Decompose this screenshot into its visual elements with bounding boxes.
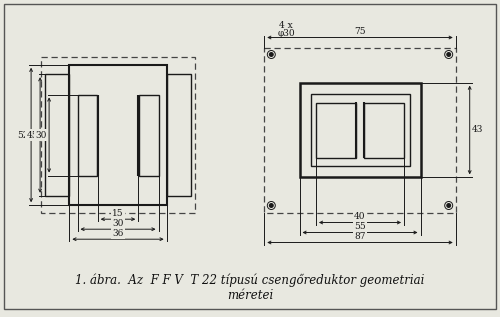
Text: 15: 15: [112, 209, 124, 218]
Text: φ30: φ30: [278, 29, 295, 38]
Text: 36: 36: [112, 229, 124, 238]
Text: 40: 40: [354, 212, 366, 221]
Bar: [310, 94, 410, 166]
Text: 87: 87: [354, 232, 366, 241]
Bar: [139, 94, 158, 176]
Text: 30: 30: [112, 219, 124, 228]
Text: 4 x: 4 x: [280, 21, 293, 30]
Bar: [70, 65, 166, 205]
Text: 55: 55: [354, 222, 366, 231]
Text: 1. ábra.  Az  F F V  T 22 típusú csengőreduktor geometriai
méretei: 1. ábra. Az F F V T 22 típusú csengőredu…: [76, 274, 424, 302]
Circle shape: [269, 52, 274, 57]
Bar: [78, 94, 97, 176]
Text: 52: 52: [18, 131, 29, 139]
Bar: [364, 102, 404, 158]
Circle shape: [446, 203, 451, 208]
Text: 45: 45: [26, 131, 38, 139]
Bar: [264, 48, 456, 212]
Text: 30: 30: [36, 131, 47, 139]
Bar: [300, 83, 420, 177]
Circle shape: [446, 52, 451, 57]
Bar: [45, 74, 70, 196]
Bar: [316, 102, 356, 158]
Text: 75: 75: [354, 27, 366, 36]
Bar: [166, 74, 191, 196]
Bar: [41, 57, 195, 213]
Text: 43: 43: [472, 126, 484, 134]
Circle shape: [269, 203, 274, 208]
